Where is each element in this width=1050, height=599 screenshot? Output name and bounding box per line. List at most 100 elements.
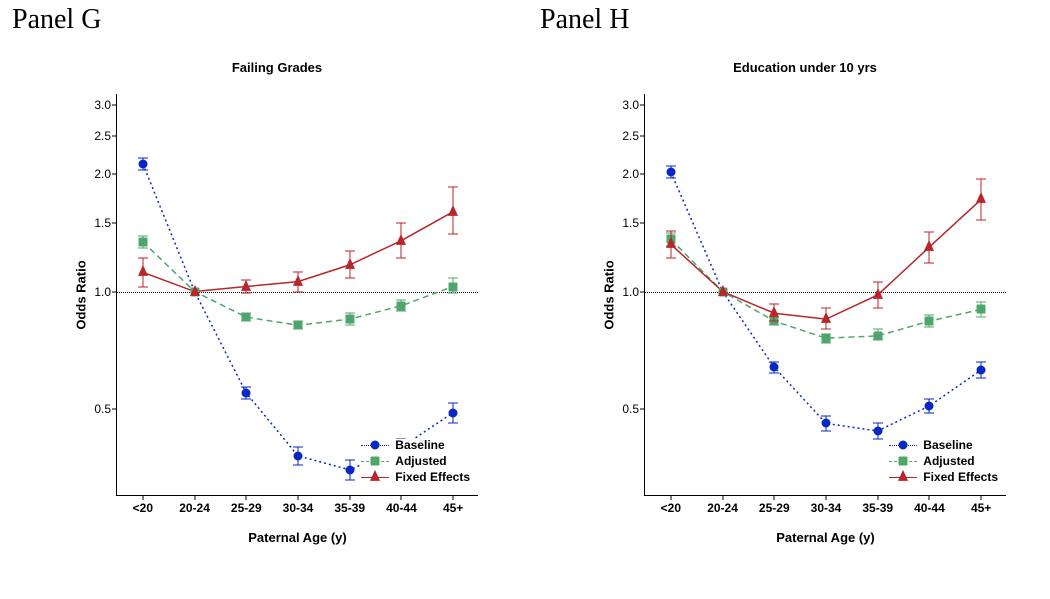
series-line-baseline bbox=[143, 164, 453, 470]
error-cap bbox=[976, 302, 986, 303]
error-cap bbox=[448, 187, 458, 188]
legend-marker-icon bbox=[898, 470, 908, 481]
y-tick-label: 1.5 bbox=[622, 216, 645, 230]
error-cap bbox=[924, 412, 934, 413]
legend-row-adjusted: Adjusted bbox=[361, 455, 470, 467]
x-tick-label: 35-39 bbox=[334, 495, 365, 515]
marker-fixed bbox=[293, 274, 303, 285]
x-tick-label: 40-44 bbox=[914, 495, 945, 515]
x-tick-label: 30-34 bbox=[283, 495, 314, 515]
error-cap bbox=[976, 378, 986, 379]
error-cap bbox=[821, 307, 831, 308]
y-tick-label: 1.5 bbox=[94, 216, 117, 230]
y-tick-label: 0.5 bbox=[94, 402, 117, 416]
y-tick-label: 2.5 bbox=[94, 129, 117, 143]
legend-swatch bbox=[889, 455, 917, 467]
x-tick-label: <20 bbox=[661, 495, 681, 515]
error-cap bbox=[924, 399, 934, 400]
error-cap bbox=[873, 281, 883, 282]
x-tick-label: 20-24 bbox=[179, 495, 210, 515]
series-line-fixed bbox=[671, 199, 981, 319]
legend-swatch bbox=[889, 471, 917, 483]
legend-label: Baseline bbox=[395, 439, 444, 451]
marker-fixed bbox=[873, 288, 883, 299]
error-cap bbox=[138, 286, 148, 287]
y-tick-label: 0.5 bbox=[622, 402, 645, 416]
y-axis-label: Odds Ratio bbox=[74, 260, 89, 329]
error-cap bbox=[821, 329, 831, 330]
error-cap bbox=[241, 293, 251, 294]
legend-label: Adjusted bbox=[923, 455, 974, 467]
marker-baseline bbox=[873, 426, 882, 435]
marker-adjusted bbox=[138, 237, 147, 246]
x-tick-label: <20 bbox=[133, 495, 153, 515]
legend-swatch bbox=[361, 439, 389, 451]
legend-marker-icon bbox=[899, 441, 908, 450]
x-tick-label: 45+ bbox=[443, 495, 463, 515]
x-tick-label: 40-44 bbox=[386, 495, 417, 515]
error-cap bbox=[821, 430, 831, 431]
marker-fixed bbox=[345, 258, 355, 269]
marker-adjusted bbox=[925, 317, 934, 326]
legend: BaselineAdjustedFixed Effects bbox=[889, 439, 998, 487]
legend-row-fixed: Fixed Effects bbox=[889, 471, 998, 483]
series-line-baseline bbox=[671, 172, 981, 431]
marker-adjusted bbox=[294, 321, 303, 330]
y-tick-label: 3.0 bbox=[622, 98, 645, 112]
error-cap bbox=[345, 278, 355, 279]
error-cap bbox=[241, 386, 251, 387]
panel-g-label: Panel G bbox=[12, 4, 101, 36]
x-axis-label: Paternal Age (y) bbox=[645, 530, 1006, 545]
marker-baseline bbox=[345, 465, 354, 474]
marker-baseline bbox=[138, 159, 147, 168]
marker-baseline bbox=[294, 451, 303, 460]
marker-adjusted bbox=[345, 315, 354, 324]
marker-fixed bbox=[718, 284, 728, 295]
error-cap bbox=[769, 321, 779, 322]
y-axis-label: Odds Ratio bbox=[602, 260, 617, 329]
page-root: { "layout": { "width_px": 1050, "height_… bbox=[0, 0, 1050, 599]
chart-title: Failing Grades bbox=[62, 60, 492, 75]
legend-marker-icon bbox=[370, 470, 380, 481]
legend-row-adjusted: Adjusted bbox=[889, 455, 998, 467]
y-tick-label: 2.0 bbox=[622, 167, 645, 181]
error-cap bbox=[448, 234, 458, 235]
panel-h-label: Panel H bbox=[540, 4, 629, 36]
y-tick-label: 2.5 bbox=[622, 129, 645, 143]
marker-fixed bbox=[241, 279, 251, 290]
y-tick-label: 3.0 bbox=[94, 98, 117, 112]
error-cap bbox=[138, 235, 148, 236]
error-cap bbox=[396, 257, 406, 258]
marker-baseline bbox=[242, 389, 251, 398]
marker-fixed bbox=[138, 265, 148, 276]
marker-baseline bbox=[925, 401, 934, 410]
error-cap bbox=[448, 402, 458, 403]
error-cap bbox=[873, 438, 883, 439]
error-cap bbox=[666, 257, 676, 258]
error-cap bbox=[138, 248, 148, 249]
error-cap bbox=[345, 479, 355, 480]
legend-marker-icon bbox=[899, 457, 908, 466]
marker-baseline bbox=[822, 419, 831, 428]
error-cap bbox=[924, 263, 934, 264]
error-cap bbox=[873, 423, 883, 424]
legend-swatch bbox=[361, 455, 389, 467]
legend: Baseline Adjusted Fixed Effects bbox=[361, 439, 470, 487]
marker-baseline bbox=[770, 363, 779, 372]
x-tick-label: 20-24 bbox=[707, 495, 738, 515]
marker-fixed bbox=[190, 284, 200, 295]
y-tick-label: 1.0 bbox=[622, 285, 645, 299]
marker-adjusted bbox=[242, 313, 251, 322]
y-tick-label: 1.0 bbox=[94, 285, 117, 299]
x-tick-label: 35-39 bbox=[862, 495, 893, 515]
error-cap bbox=[345, 325, 355, 326]
error-cap bbox=[924, 231, 934, 232]
error-cap bbox=[976, 317, 986, 318]
marker-fixed bbox=[396, 233, 406, 244]
error-cap bbox=[345, 250, 355, 251]
marker-adjusted bbox=[822, 334, 831, 343]
marker-fixed bbox=[769, 306, 779, 317]
legend-row-baseline: Baseline bbox=[361, 439, 470, 451]
legend-label: Fixed Effects bbox=[395, 471, 470, 483]
marker-baseline bbox=[977, 365, 986, 374]
